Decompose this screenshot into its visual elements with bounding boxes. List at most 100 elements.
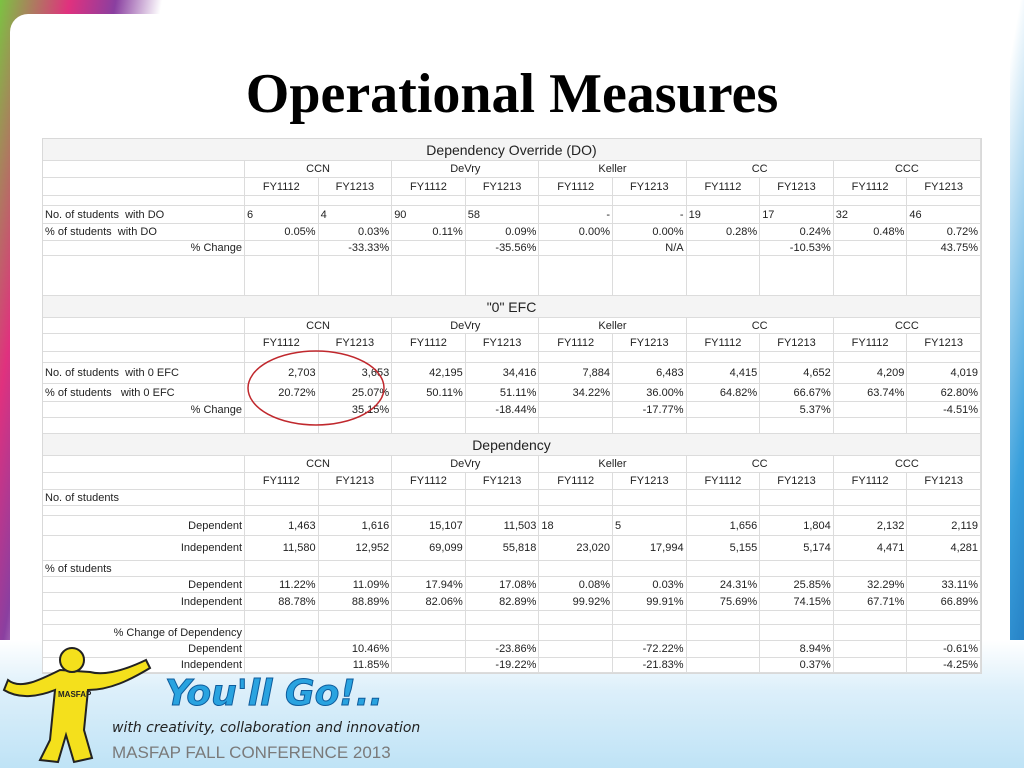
blank-cell [465,418,540,434]
data-row: No. of students with DO 6 4 90 58- -19 17 32 46 [43,206,981,224]
row-label: Independent [43,536,245,561]
value-cell: 1,463 [245,516,319,536]
blank-cell [392,490,466,506]
blank-cell [613,506,687,516]
value-cell: 51.11% [465,384,540,402]
blank-cell [833,561,908,577]
spacer-row [43,196,981,206]
school-header: CCC [833,161,981,178]
value-cell: 82.89% [465,593,540,611]
year-header: FY1213 [318,473,393,490]
blank-cell [43,418,245,434]
value-cell: 11.85% [318,658,393,673]
blank-cell [907,490,981,506]
value-cell: 33.11% [907,577,981,593]
year-header: FY1112 [392,473,466,490]
value-cell: 2,132 [833,516,908,536]
blank-cell [245,641,319,658]
blank-cell [318,625,393,641]
value-cell: 2,703 [245,363,319,384]
blank-cell [760,256,834,296]
value-cell: 24.31% [686,577,761,593]
blank-cell [686,352,761,363]
blank-cell [465,625,540,641]
blank-cell [392,641,466,658]
year-header: FY1213 [613,473,687,490]
value-cell: 15,107 [392,516,466,536]
school-header: CCC [833,318,981,334]
row-label: Independent [43,658,245,673]
value-cell: 99.91% [613,593,687,611]
school-header: DeVry [392,456,540,473]
year-header: FY1112 [392,334,466,352]
year-header: FY1213 [465,473,540,490]
blank-cell [465,506,540,516]
value-cell: 90 [392,206,466,224]
row-label: % of students with 0 EFC [43,384,245,402]
spacer-row [43,611,981,625]
year-header: FY1112 [245,334,319,352]
blank-cell [392,256,466,296]
value-cell: 0.09% [465,224,540,241]
value-cell: 82.06% [392,593,466,611]
blank-cell [465,352,540,363]
blank-cell [318,418,393,434]
blank-cell [833,658,908,673]
value-cell: 6 [245,206,319,224]
value-cell: 8.94% [760,641,834,658]
data-row: Dependent 10.46% -23.86% -72.22% 8.94% -0.61% [43,641,981,658]
data-row: No. of students with 0 EFC 2,703 3,653 42,1… [43,363,981,384]
value-cell: 5 [613,516,687,536]
blank-cell [686,256,761,296]
value-cell: 74.15% [760,593,834,611]
blank-cell [907,625,981,641]
value-cell: 4,209 [833,363,908,384]
spacer-row [43,418,981,434]
blank-cell [539,561,613,577]
spacer-row [43,352,981,363]
value-cell: 0.08% [539,577,613,593]
year-header: FY1112 [686,178,761,196]
school-header: CC [686,318,834,334]
blank-cell [318,196,393,206]
blank-cell [760,611,834,625]
row-label: % of students [43,561,245,577]
value-cell: -18.44% [465,402,540,418]
blank-cell [613,196,687,206]
blank-cell [539,196,613,206]
blank-cell [760,561,834,577]
value-cell: -35.56% [465,241,540,256]
value-cell: 35.15% [318,402,393,418]
value-cell: 5,155 [686,536,761,561]
year-header: FY1213 [907,334,981,352]
value-cell: 17,994 [613,536,687,561]
year-header: FY1213 [613,178,687,196]
value-cell: 55,818 [465,536,540,561]
row-label: Dependent [43,641,245,658]
blank-cell [392,611,466,625]
value-cell: 36.00% [613,384,687,402]
blank-cell [833,352,908,363]
value-cell: -33.33% [318,241,393,256]
blank-cell [833,490,908,506]
year-header: FY1213 [760,334,834,352]
blank-cell [465,196,540,206]
blank-cell [318,256,393,296]
spacer-row [43,256,981,296]
value-cell: 0.48% [833,224,908,241]
value-cell: 0.05% [245,224,319,241]
value-cell: 5,174 [760,536,834,561]
value-cell: 34.22% [539,384,613,402]
value-cell: 18 [539,516,613,536]
value-cell: 88.89% [318,593,393,611]
school-row: CCN DeVry Keller CC CCC [43,161,981,178]
blank-cell [760,490,834,506]
blank-cell [392,196,466,206]
year-header: FY1112 [539,473,613,490]
data-row: Dependent 11.22% 11.09% 17.94% 17.08% 0.08% 0.… [43,577,981,593]
value-cell: - [539,206,613,224]
blank-cell [318,352,393,363]
data-row: Independent 88.78% 88.89% 82.06% 82.89% 99.92… [43,593,981,611]
year-row: FY1112 FY1213 FY1112 FY1213 FY1112 FY1213 FY11… [43,334,981,352]
school-header: CCC [833,456,981,473]
